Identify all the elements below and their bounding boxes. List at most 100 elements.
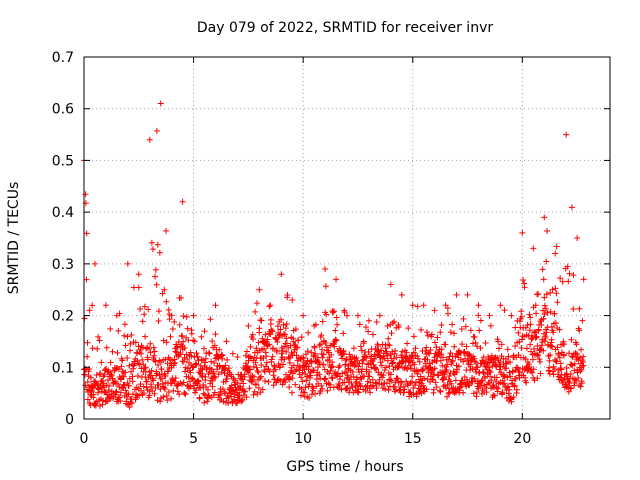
data-point <box>472 339 479 346</box>
data-point <box>534 375 541 382</box>
data-point <box>252 308 259 315</box>
data-point <box>494 336 501 343</box>
data-point <box>168 395 175 402</box>
data-point <box>357 383 364 390</box>
data-point <box>579 317 586 324</box>
data-point <box>462 323 469 330</box>
data-point <box>444 381 451 388</box>
data-point <box>212 374 219 381</box>
data-point <box>180 358 187 365</box>
data-point <box>507 373 514 380</box>
data-point <box>329 375 336 382</box>
data-point <box>431 371 438 378</box>
data-point <box>506 369 513 376</box>
data-point <box>139 391 146 398</box>
data-point <box>487 322 494 329</box>
data-point <box>322 375 329 382</box>
data-point <box>403 349 410 356</box>
data-point <box>332 369 339 376</box>
data-point <box>440 376 447 383</box>
data-point <box>130 365 137 372</box>
data-point <box>183 351 190 358</box>
data-point <box>174 344 181 351</box>
plot-frame <box>83 56 611 420</box>
data-point <box>558 366 565 373</box>
data-point <box>145 306 152 313</box>
data-point <box>219 386 226 393</box>
data-point <box>278 316 285 323</box>
data-point <box>539 339 546 346</box>
data-point <box>99 397 106 404</box>
data-point <box>469 340 476 347</box>
data-point <box>346 385 353 392</box>
data-point <box>256 286 263 293</box>
data-point <box>441 374 448 381</box>
data-point <box>547 308 554 315</box>
data-point <box>82 191 89 198</box>
data-point <box>211 342 218 349</box>
data-point <box>195 377 202 384</box>
data-point <box>569 354 576 361</box>
data-point <box>228 382 235 389</box>
data-point <box>560 338 567 345</box>
data-point <box>103 344 110 351</box>
data-point <box>463 343 470 350</box>
data-point <box>315 380 322 387</box>
data-point <box>96 337 103 344</box>
data-point <box>285 355 292 362</box>
data-point <box>302 384 309 391</box>
data-point <box>144 356 151 363</box>
data-point <box>388 377 395 384</box>
data-point <box>293 366 300 373</box>
data-point <box>210 392 217 399</box>
data-point <box>387 281 394 288</box>
data-point <box>280 361 287 368</box>
data-point <box>135 271 142 278</box>
data-point <box>147 340 154 347</box>
data-point <box>212 302 219 309</box>
data-point <box>164 397 171 404</box>
data-point <box>247 366 254 373</box>
data-point <box>385 335 392 342</box>
data-point <box>174 388 181 395</box>
data-point <box>281 331 288 338</box>
data-point <box>579 358 586 365</box>
data-point <box>410 333 417 340</box>
data-point <box>564 383 571 390</box>
y-tick-label: 0.7 <box>52 50 74 66</box>
data-point <box>433 344 440 351</box>
data-point <box>255 384 262 391</box>
data-point <box>117 376 124 383</box>
data-point <box>215 371 222 378</box>
x-tick-label: 10 <box>294 431 312 447</box>
data-point <box>179 198 186 205</box>
data-point <box>171 359 178 366</box>
data-point <box>118 363 125 370</box>
data-point <box>556 354 563 361</box>
data-point <box>282 379 289 386</box>
data-point <box>541 302 548 309</box>
data-point <box>541 214 548 221</box>
data-point <box>439 354 446 361</box>
data-point <box>129 378 136 385</box>
data-point <box>369 376 376 383</box>
x-tick-label: 0 <box>80 431 89 447</box>
data-point <box>321 376 328 383</box>
data-point <box>177 294 184 301</box>
data-point <box>418 366 425 373</box>
data-point <box>328 351 335 358</box>
data-point <box>565 278 572 285</box>
data-point <box>305 329 312 336</box>
data-point <box>139 318 146 325</box>
data-point <box>534 343 541 350</box>
data-point <box>570 272 577 279</box>
data-point <box>287 342 294 349</box>
data-point <box>559 380 566 387</box>
data-point <box>446 373 453 380</box>
data-point <box>495 338 502 345</box>
data-point <box>249 376 256 383</box>
data-point <box>268 356 275 363</box>
data-point <box>322 266 329 273</box>
data-point <box>518 308 525 315</box>
